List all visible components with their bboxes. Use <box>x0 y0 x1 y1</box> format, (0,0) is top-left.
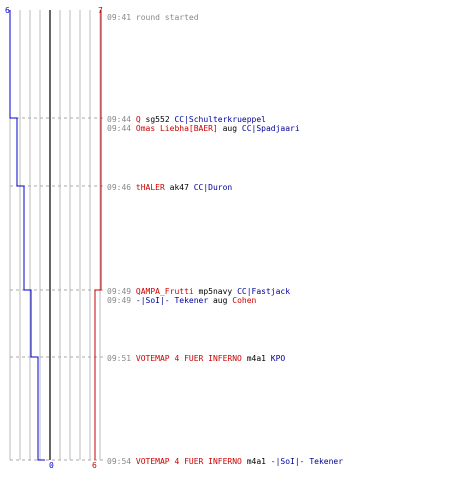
series-lines <box>9 10 102 461</box>
top-label-red: 7 <box>98 6 103 15</box>
event-lines <box>10 117 106 461</box>
bottom-label-blue: 0 <box>49 461 54 470</box>
grid <box>9 10 101 460</box>
series-line-red <box>94 10 102 460</box>
bottom-label-red: 6 <box>92 461 97 470</box>
series-line-blue <box>9 10 45 461</box>
top-label-blue: 6 <box>5 6 10 15</box>
axis-labels: 6 7 0 6 <box>5 6 103 470</box>
